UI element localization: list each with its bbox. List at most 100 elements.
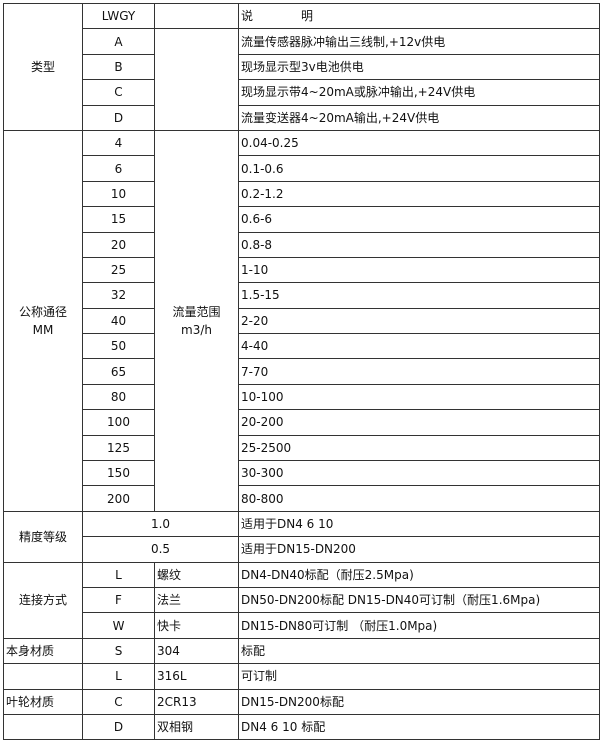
diameter-value: 100 — [82, 409, 155, 436]
connection-description: DN4-DN40标配（耐压2.5Mpa) — [238, 561, 600, 588]
impeller-material-code: C — [82, 688, 155, 715]
impeller-material-description: DN15-DN200标配 — [238, 688, 600, 715]
type-label-cell: 类型 — [3, 3, 83, 131]
impeller-material-name: 双相钢 — [154, 713, 239, 741]
table-row: W 快卡 DN15-DN80可订制 （耐压1.0Mpa) — [4, 612, 600, 639]
table-row: 125 25-2500 — [4, 434, 600, 462]
diameter-label-cell-line: MM — [32, 322, 54, 337]
diameter-value: 65 — [82, 358, 155, 385]
diameter-value: 150 — [82, 460, 155, 487]
table-row: 精度等级 1.0 适用于DN4 6 10 — [3, 510, 600, 563]
table-row: B 现场显示型3v电池供电 — [4, 53, 600, 81]
diameter-label-cell: 公称通径 MM — [3, 129, 83, 512]
table-row: D 流量变送器4~20mA输出,+24V供电 — [4, 104, 600, 131]
body-material-label-cell: 本身材质 — [3, 637, 83, 665]
body-material-code: L — [82, 663, 155, 690]
diameter-value: 125 — [82, 434, 155, 462]
diameter-value: 4 — [82, 129, 155, 157]
flow-range-label-cell-line: 流量范围 — [172, 304, 221, 319]
flow-range-label-cell-line: m3/h — [181, 322, 212, 337]
connection-code: W — [82, 612, 155, 639]
diameter-value: 40 — [82, 307, 155, 335]
table-row: 25 1-10 — [4, 256, 600, 284]
table-row: 200 80-800 — [4, 485, 600, 512]
flow-range-value: 0.1-0.6 — [238, 155, 600, 182]
connection-name: 法兰 — [154, 586, 239, 614]
body-material-description: 标配 — [238, 637, 600, 665]
flow-range-value: 7-70 — [238, 358, 600, 385]
impeller-material-code: D — [82, 713, 155, 741]
accuracy-grade: 1.0 — [82, 510, 239, 538]
empty-cell — [154, 2, 239, 30]
accuracy-description: 适用于DN4 6 10 — [238, 510, 600, 538]
impeller-material-description: DN4 6 10 标配 — [238, 713, 600, 741]
table-row: 50 4-40 — [4, 333, 600, 360]
table-row: C 现场显示带4~20mA或脉冲输出,+24V供电 — [4, 79, 600, 106]
diameter-value: 10 — [82, 180, 155, 208]
accuracy-description: 适用于DN15-DN200 — [238, 536, 600, 563]
type-description: 现场显示型3v电池供电 — [238, 53, 600, 81]
table-row: 公称通径 MM 4 流量范围 m3/h 0.04-0.25 — [3, 129, 600, 512]
table-row: 65 7-70 — [4, 358, 600, 385]
table-row: 本身材质 S 304 标配 — [3, 637, 600, 665]
table-row: 0.5 适用于DN15-DN200 — [4, 536, 600, 563]
table-row: 80 10-100 — [4, 383, 600, 411]
empty-cell — [154, 28, 239, 131]
connection-description: DN50-DN200标配 DN15-DN40可订制（耐压1.6Mpa) — [238, 586, 600, 614]
description-header: 说 明 — [238, 2, 600, 30]
connection-code: F — [82, 586, 155, 614]
table-row: 20 0.8-8 — [4, 231, 600, 258]
diameter-value: 6 — [82, 155, 155, 182]
diameter-value: 200 — [82, 485, 155, 512]
table-row: 叶轮材质 C 2CR13 DN15-DN200标配 — [3, 688, 600, 715]
flow-range-value: 0.04-0.25 — [238, 129, 600, 157]
type-code: B — [82, 53, 155, 81]
body-material-description: 可订制 — [238, 663, 600, 690]
table-row: 32 1.5-15 — [4, 282, 600, 309]
flow-range-value: 2-20 — [238, 307, 600, 335]
flow-range-value: 1.5-15 — [238, 282, 600, 309]
table-row: 15 0.6-6 — [4, 206, 600, 233]
connection-name: 快卡 — [154, 612, 239, 639]
model-header: LWGY — [82, 2, 155, 30]
flow-range-value: 25-2500 — [238, 434, 600, 462]
table-row: F 法兰 DN50-DN200标配 DN15-DN40可订制（耐压1.6Mpa) — [4, 586, 600, 614]
flow-range-value: 4-40 — [238, 333, 600, 360]
type-code: A — [82, 28, 155, 55]
body-material-code: S — [82, 637, 155, 665]
flow-range-value: 0.6-6 — [238, 206, 600, 233]
flow-range-value: 0.8-8 — [238, 231, 600, 258]
body-material-name: 304 — [154, 637, 239, 665]
table-row: 6 0.1-0.6 — [4, 155, 600, 182]
diameter-value: 15 — [82, 206, 155, 233]
accuracy-grade: 0.5 — [82, 536, 239, 563]
diameter-value: 50 — [82, 333, 155, 360]
table-row: 100 20-200 — [4, 409, 600, 436]
body-material-name: 316L — [154, 663, 239, 690]
table-row: 连接方式 L 螺纹 DN4-DN40标配（耐压2.5Mpa) — [3, 561, 600, 639]
type-description: 流量变送器4~20mA输出,+24V供电 — [238, 104, 600, 131]
body-material-label-cell — [3, 663, 83, 690]
table-row: D 双相钢 DN4 6 10 标配 — [3, 713, 600, 741]
connection-name: 螺纹 — [154, 561, 239, 588]
flow-range-label-cell: 流量范围 m3/h — [154, 129, 239, 512]
connection-label-cell: 连接方式 — [3, 561, 83, 639]
type-code: D — [82, 104, 155, 131]
impeller-material-name: 2CR13 — [154, 688, 239, 715]
table-row: A 流量传感器脉冲输出三线制,+12v供电 — [4, 28, 600, 131]
flow-range-value: 0.2-1.2 — [238, 180, 600, 208]
table-row: 150 30-300 — [4, 460, 600, 487]
flow-range-value: 20-200 — [238, 409, 600, 436]
impeller-material-label-cell: 叶轮材质 — [3, 688, 83, 715]
type-description: 流量传感器脉冲输出三线制,+12v供电 — [238, 28, 600, 55]
flow-range-value: 1-10 — [238, 256, 600, 284]
impeller-material-label-cell — [3, 713, 83, 741]
table-row: 10 0.2-1.2 — [4, 180, 600, 208]
table-row: 40 2-20 — [4, 307, 600, 335]
diameter-value: 20 — [82, 231, 155, 258]
accuracy-label-cell: 精度等级 — [3, 510, 83, 563]
flow-range-value: 10-100 — [238, 383, 600, 411]
table-row: L 316L 可订制 — [3, 663, 600, 690]
diameter-value: 80 — [82, 383, 155, 411]
diameter-value: 32 — [82, 282, 155, 309]
